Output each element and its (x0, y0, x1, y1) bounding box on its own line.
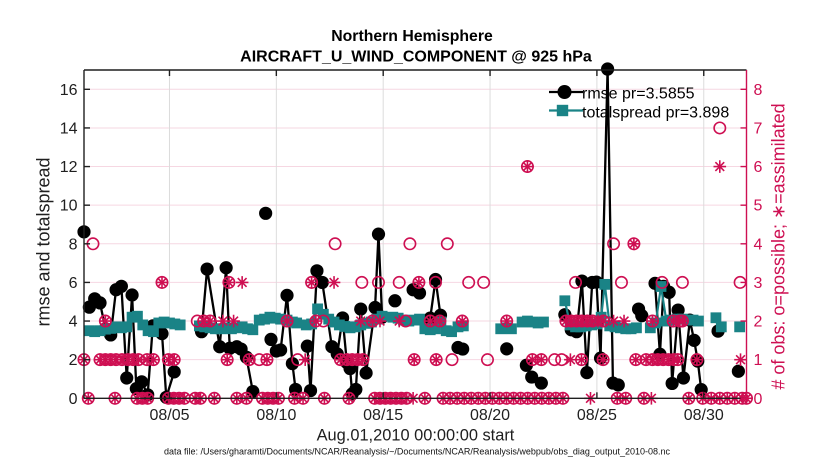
svg-text:08/15: 08/15 (363, 407, 403, 424)
svg-text:08/10: 08/10 (256, 407, 296, 424)
svg-text:14: 14 (60, 120, 78, 137)
svg-text:2: 2 (754, 314, 763, 331)
svg-text:10: 10 (60, 198, 78, 215)
svg-text:8: 8 (754, 82, 763, 99)
svg-text:# of obs: o=possible; ∗=assimi: # of obs: o=possible; ∗=assimilated (769, 103, 789, 389)
svg-text:6: 6 (69, 275, 78, 292)
svg-text:3: 3 (754, 275, 763, 292)
svg-text:4: 4 (754, 236, 763, 253)
svg-text:7: 7 (754, 120, 763, 137)
svg-text:Aug.01,2010 00:00:00 start: Aug.01,2010 00:00:00 start (317, 427, 515, 445)
svg-text:8: 8 (69, 236, 78, 253)
svg-text:Northern Hemisphere: Northern Hemisphere (331, 28, 493, 45)
svg-text:08/30: 08/30 (684, 407, 724, 424)
svg-text:08/20: 08/20 (470, 407, 510, 424)
svg-text:data file: /Users/gharamti/Doc: data file: /Users/gharamti/Documents/NCA… (164, 447, 671, 457)
svg-text:08/05: 08/05 (149, 407, 189, 424)
svg-text:4: 4 (69, 314, 78, 331)
svg-text:12: 12 (60, 159, 78, 176)
svg-text:0: 0 (69, 391, 78, 408)
svg-text:2: 2 (69, 352, 78, 369)
svg-text:16: 16 (60, 82, 78, 99)
svg-text:08/25: 08/25 (577, 407, 617, 424)
svg-text:rmse and totalspread: rmse and totalspread (34, 157, 54, 326)
svg-text:1: 1 (754, 352, 763, 369)
svg-text:6: 6 (754, 159, 763, 176)
svg-text:0: 0 (754, 391, 763, 408)
svg-text:totalspread pr=3.898: totalspread pr=3.898 (582, 105, 729, 122)
svg-text:5: 5 (754, 198, 763, 215)
svg-text:rmse pr=3.5855: rmse pr=3.5855 (582, 86, 695, 103)
svg-text:AIRCRAFT_U_WIND_COMPONENT @ 92: AIRCRAFT_U_WIND_COMPONENT @ 925 hPa (240, 48, 592, 65)
